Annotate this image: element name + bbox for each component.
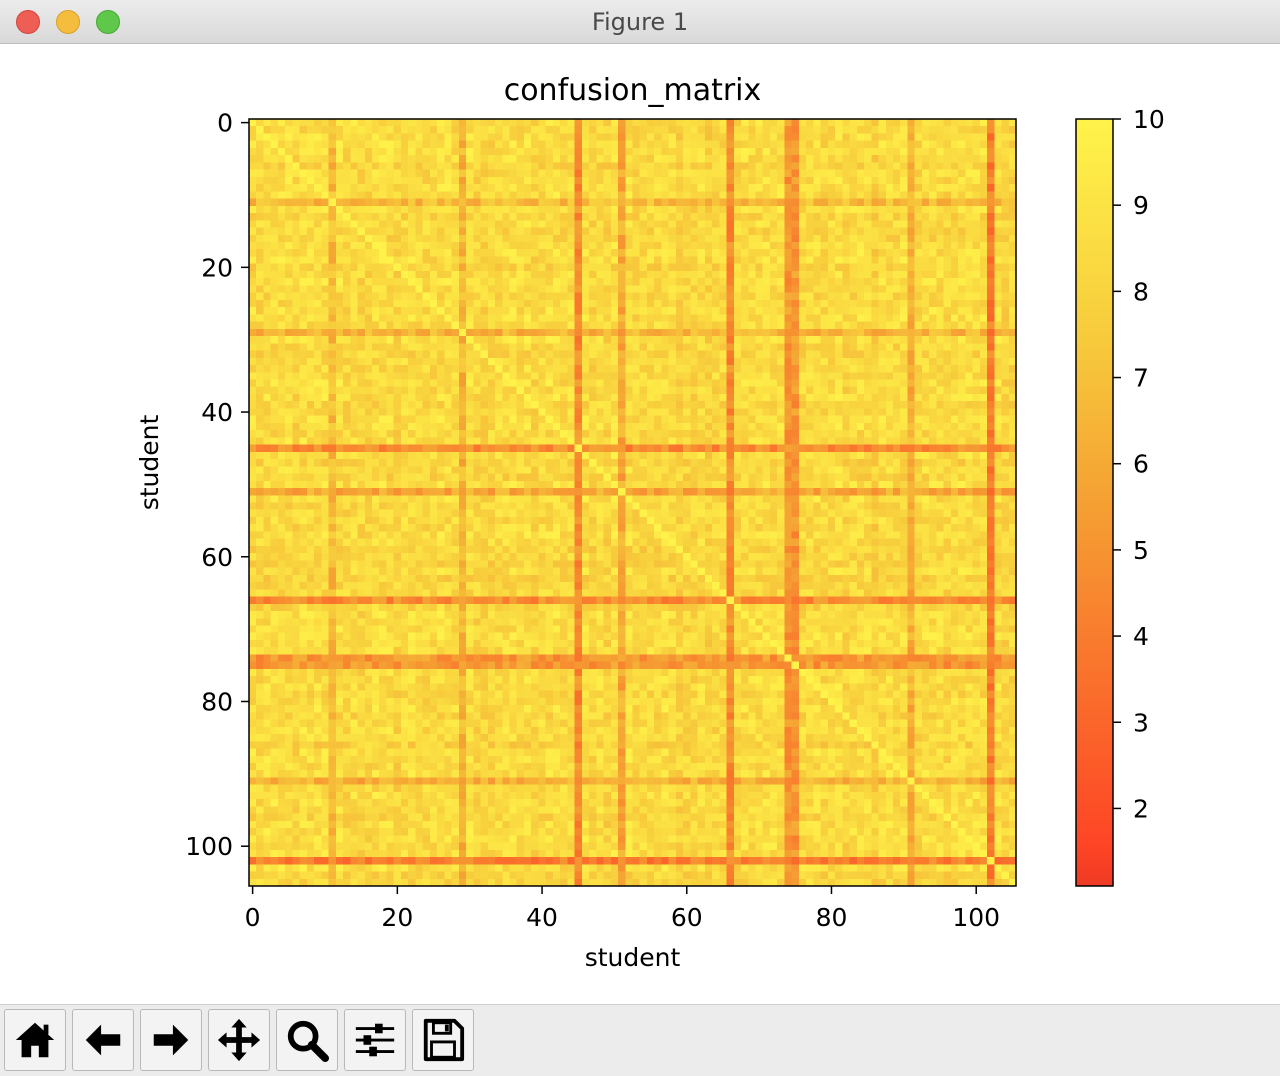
forward-button[interactable] (140, 1009, 202, 1071)
colorbar-tick-label: 7 (1133, 364, 1149, 393)
save-button[interactable] (412, 1009, 474, 1071)
heatmap-cells (249, 119, 1016, 886)
colorbar-tick-label: 4 (1133, 622, 1149, 651)
arrow-left-icon (85, 1024, 121, 1056)
colorbar-tick-label: 6 (1133, 450, 1149, 479)
zoom-window-button[interactable] (96, 10, 120, 34)
title-bar: Figure 1 (0, 0, 1280, 44)
x-tick-label: 40 (526, 903, 558, 932)
colorbar-tick-label: 8 (1133, 277, 1149, 306)
colorbar-tick-label: 9 (1133, 191, 1149, 220)
y-tick-label: 20 (201, 253, 233, 282)
move-icon (217, 1018, 261, 1062)
sliders-icon (355, 1023, 395, 1057)
home-button[interactable] (4, 1009, 66, 1071)
x-tick-label: 20 (381, 903, 413, 932)
colorbar-tick-label: 3 (1133, 708, 1149, 737)
y-axis-label: student (135, 415, 164, 511)
colorbar (1075, 118, 1114, 887)
close-window-button[interactable] (16, 10, 40, 34)
arrow-right-icon (153, 1024, 189, 1056)
window-title: Figure 1 (591, 8, 689, 36)
floppy-disk-icon (423, 1018, 465, 1062)
colorbar-tick-label: 2 (1133, 794, 1149, 823)
x-tick-label: 60 (671, 903, 703, 932)
home-icon (15, 1022, 55, 1058)
y-tick-label: 100 (185, 832, 233, 861)
x-tick-label: 100 (952, 903, 1000, 932)
x-tick-label: 80 (816, 903, 848, 932)
plot-frame (248, 118, 1017, 887)
magnifier-icon (287, 1020, 330, 1063)
configure-subplots-button[interactable] (344, 1009, 406, 1071)
colorbar-tick-label: 5 (1133, 536, 1149, 565)
y-tick-label: 0 (217, 109, 233, 138)
pan-button[interactable] (208, 1009, 270, 1071)
minimize-window-button[interactable] (56, 10, 80, 34)
navigation-toolbar (0, 1004, 1280, 1076)
x-tick-label: 0 (245, 903, 261, 932)
colorbar-tick-label: 10 (1133, 105, 1165, 134)
heatmap-figure[interactable]: confusion_matrix 0 20 40 60 80 100 0 20 40 60 80 100… (0, 44, 1280, 1004)
y-tick-label: 60 (201, 543, 233, 572)
x-axis-label: student (585, 943, 681, 972)
zoom-button[interactable] (276, 1009, 338, 1071)
y-tick-label: 40 (201, 398, 233, 427)
back-button[interactable] (72, 1009, 134, 1071)
y-tick-label: 80 (201, 687, 233, 716)
chart-title: confusion_matrix (504, 73, 762, 108)
